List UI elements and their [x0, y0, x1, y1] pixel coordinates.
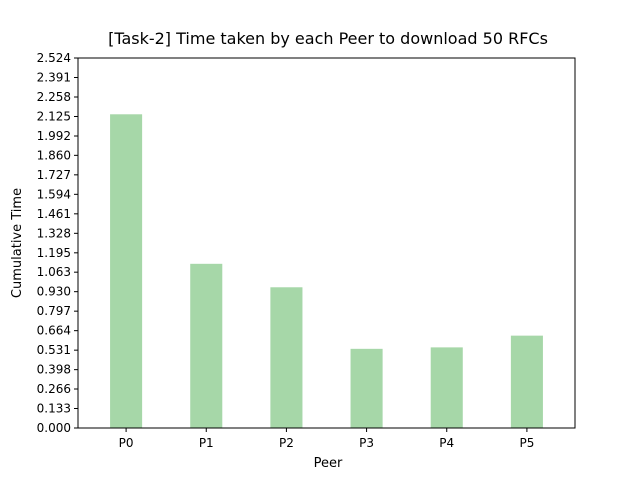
x-tick-label: P5	[519, 436, 534, 450]
bar-p1	[190, 263, 223, 428]
y-tick-label: 0.266	[37, 382, 71, 396]
y-tick-label: 1.328	[37, 226, 71, 240]
y-tick-label: 0.664	[37, 324, 71, 338]
y-tick-label: 2.125	[37, 109, 71, 123]
y-tick-label: 0.398	[37, 363, 71, 377]
y-tick-label: 2.524	[37, 51, 71, 65]
bar-p4	[430, 347, 463, 428]
y-tick-label: 1.195	[37, 246, 71, 260]
x-axis: P0 P1 P2 P3 P4 P5	[119, 428, 534, 450]
x-tick-label: P3	[359, 436, 374, 450]
y-tick-label: 1.860	[37, 148, 71, 162]
x-axis-label: Peer	[314, 456, 343, 471]
x-tick-label: P4	[439, 436, 454, 450]
y-tick-label: 1.461	[37, 207, 71, 221]
y-tick-label: 1.992	[37, 129, 71, 143]
y-axis: 0.000 0.133 0.266 0.398 0.531 0.664 0.797 0.930…	[37, 51, 78, 435]
bar-p2	[270, 287, 303, 428]
bar-p3	[350, 348, 383, 428]
y-axis-label: Cumulative Time	[10, 188, 25, 298]
y-tick-label: 1.063	[37, 265, 71, 279]
y-tick-label: 2.258	[37, 90, 71, 104]
y-tick-label: 0.797	[37, 304, 71, 318]
y-tick-label: 2.391	[37, 70, 71, 84]
x-tick-label: P1	[199, 436, 214, 450]
y-tick-label: 1.727	[37, 168, 71, 182]
bar-p5	[510, 335, 543, 428]
y-tick-label: 0.133	[37, 402, 71, 416]
x-tick-label: P0	[119, 436, 134, 450]
y-tick-label: 1.594	[37, 187, 71, 201]
bar-p0	[110, 114, 143, 429]
plot-frame	[77, 57, 576, 429]
y-tick-label: 0.930	[37, 285, 71, 299]
chart-title: [Task-2] Time taken by each Peer to down…	[108, 29, 548, 48]
x-tick-label: P2	[279, 436, 294, 450]
y-tick-label: 0.000	[37, 421, 71, 435]
y-tick-label: 0.531	[37, 343, 71, 357]
bars-group	[110, 114, 543, 429]
